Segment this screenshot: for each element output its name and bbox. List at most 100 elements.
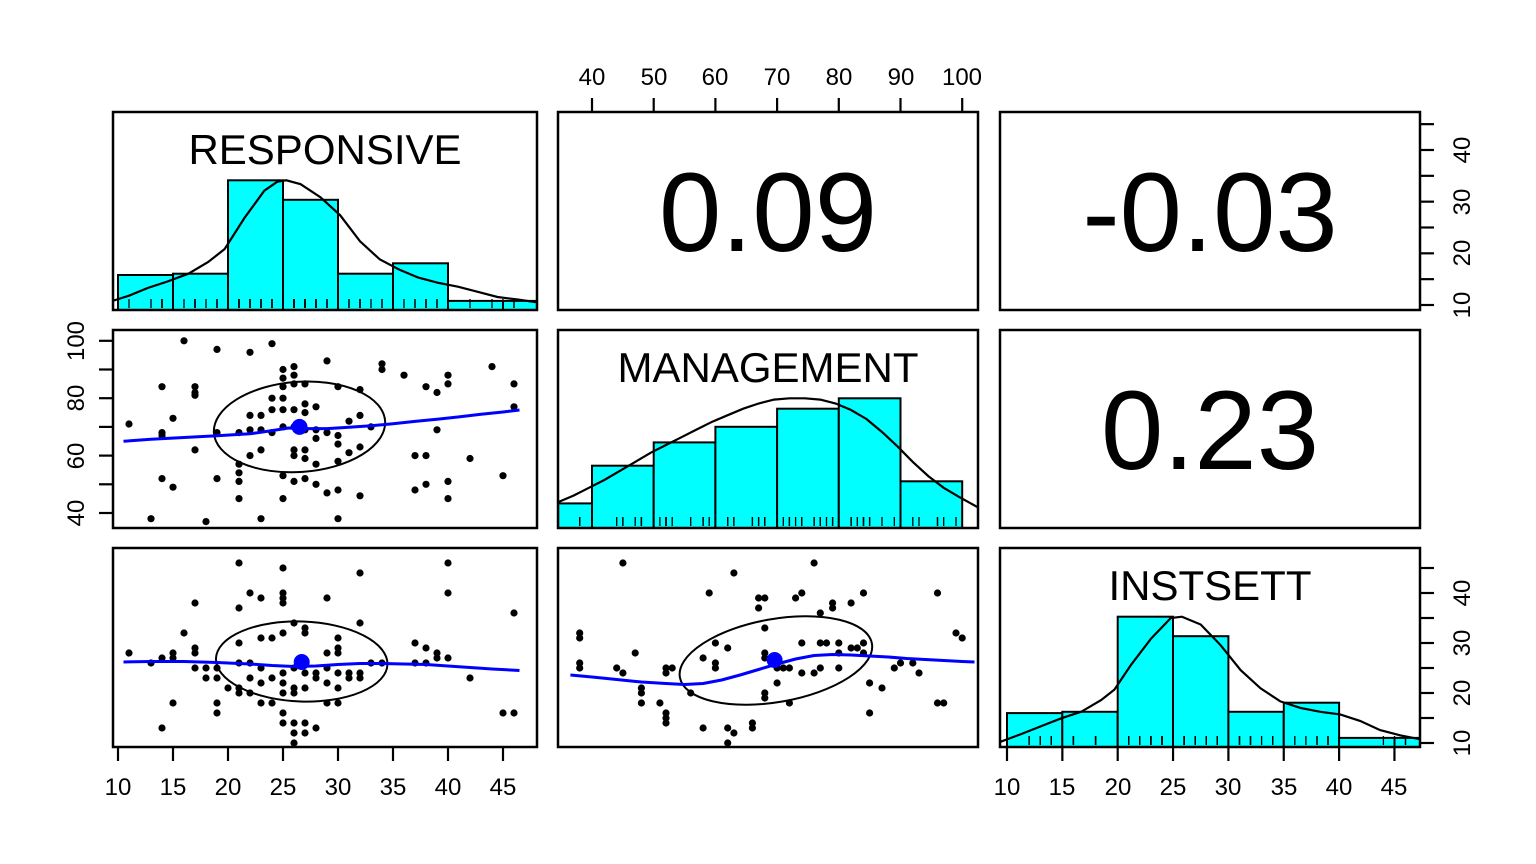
data-point <box>323 429 331 437</box>
data-point <box>169 649 177 657</box>
data-point <box>246 452 254 460</box>
data-point <box>268 699 276 707</box>
data-point <box>279 689 287 697</box>
data-point <box>312 674 320 682</box>
data-point <box>730 729 738 737</box>
data-point <box>829 604 837 612</box>
axis-tick-label-right: 30 <box>1449 630 1476 657</box>
data-point <box>312 480 320 488</box>
data-point <box>345 669 353 677</box>
data-point <box>356 674 364 682</box>
data-point <box>169 414 177 422</box>
data-point <box>422 452 430 460</box>
hist-bar <box>337 272 394 310</box>
data-point <box>290 371 298 379</box>
data-point <box>510 403 518 411</box>
data-point <box>312 669 320 677</box>
data-point <box>755 594 763 602</box>
axis-tick-label-top: 50 <box>641 64 668 91</box>
data-point <box>323 489 331 497</box>
data-point <box>191 599 199 607</box>
data-point <box>257 515 265 523</box>
data-point <box>356 443 364 451</box>
axis-tick-label-left: 80 <box>63 385 90 412</box>
data-point <box>724 644 732 652</box>
data-point <box>711 664 720 672</box>
data-point <box>909 659 917 667</box>
panel-scatter-border <box>111 328 539 530</box>
correlation-value: -0.03 <box>1082 150 1337 275</box>
axis-tick-label-bottom: 35 <box>1271 774 1298 801</box>
data-point <box>323 649 331 657</box>
data-point <box>356 619 364 627</box>
data-point <box>125 420 133 428</box>
data-point <box>213 674 221 682</box>
data-point <box>279 719 287 727</box>
data-point <box>637 699 646 707</box>
axis-tick-label-bottom: 25 <box>270 774 297 801</box>
panel-scatter-management-vs-responsive <box>123 337 520 526</box>
data-point <box>279 394 287 402</box>
panel-border <box>998 546 1422 749</box>
hist-bar <box>172 272 229 310</box>
data-point <box>488 363 496 371</box>
data-point <box>444 371 452 379</box>
loess-line <box>123 408 520 443</box>
data-point <box>798 669 806 677</box>
data-point <box>724 724 732 732</box>
data-point <box>816 609 824 617</box>
data-point <box>290 363 298 371</box>
data-point <box>202 674 210 682</box>
data-point <box>312 403 320 411</box>
data-point <box>213 709 221 717</box>
data-point <box>301 400 309 408</box>
data-point <box>301 729 309 737</box>
data-point <box>345 417 353 425</box>
data-point <box>312 460 320 468</box>
axis-tick-label-bottom: 15 <box>160 774 187 801</box>
hist-bar <box>1172 635 1230 747</box>
data-point <box>662 719 670 727</box>
data-point <box>158 383 166 391</box>
data-point <box>853 644 861 652</box>
data-point <box>940 699 948 707</box>
axis-tick-label-top: 60 <box>702 64 729 91</box>
data-point <box>334 486 342 494</box>
data-point <box>356 411 364 419</box>
data-point <box>822 639 831 647</box>
data-point <box>290 719 298 727</box>
data-point <box>730 569 738 577</box>
data-point <box>499 709 507 717</box>
data-point <box>422 644 430 652</box>
panel-scatter-instsett-vs-management <box>570 559 975 747</box>
data-point <box>169 654 177 662</box>
panel-border <box>556 328 980 530</box>
data-point <box>312 724 320 732</box>
data-point <box>761 624 769 632</box>
data-point <box>213 475 221 483</box>
data-point <box>279 629 287 637</box>
axis-tick-label-right: 30 <box>1449 189 1476 216</box>
density-curve <box>113 179 537 304</box>
data-point <box>257 699 265 707</box>
panel-hist-instsett <box>1000 615 1420 747</box>
data-point <box>301 409 309 417</box>
data-point <box>169 483 177 491</box>
data-point <box>810 559 818 567</box>
data-point <box>631 649 639 657</box>
data-point <box>433 649 441 657</box>
hist-bar <box>837 397 902 528</box>
data-point <box>711 659 720 667</box>
data-point <box>792 594 800 602</box>
data-point <box>125 649 133 657</box>
data-point <box>444 654 452 662</box>
panel-scatter-border <box>556 546 980 749</box>
data-point <box>576 659 584 667</box>
data-point <box>158 654 166 662</box>
hist-bar <box>1006 712 1064 747</box>
axis-tick-label-top: 70 <box>764 64 791 91</box>
data-point <box>290 477 298 485</box>
data-point <box>835 664 843 672</box>
data-point <box>158 724 166 732</box>
data-point <box>323 679 331 687</box>
